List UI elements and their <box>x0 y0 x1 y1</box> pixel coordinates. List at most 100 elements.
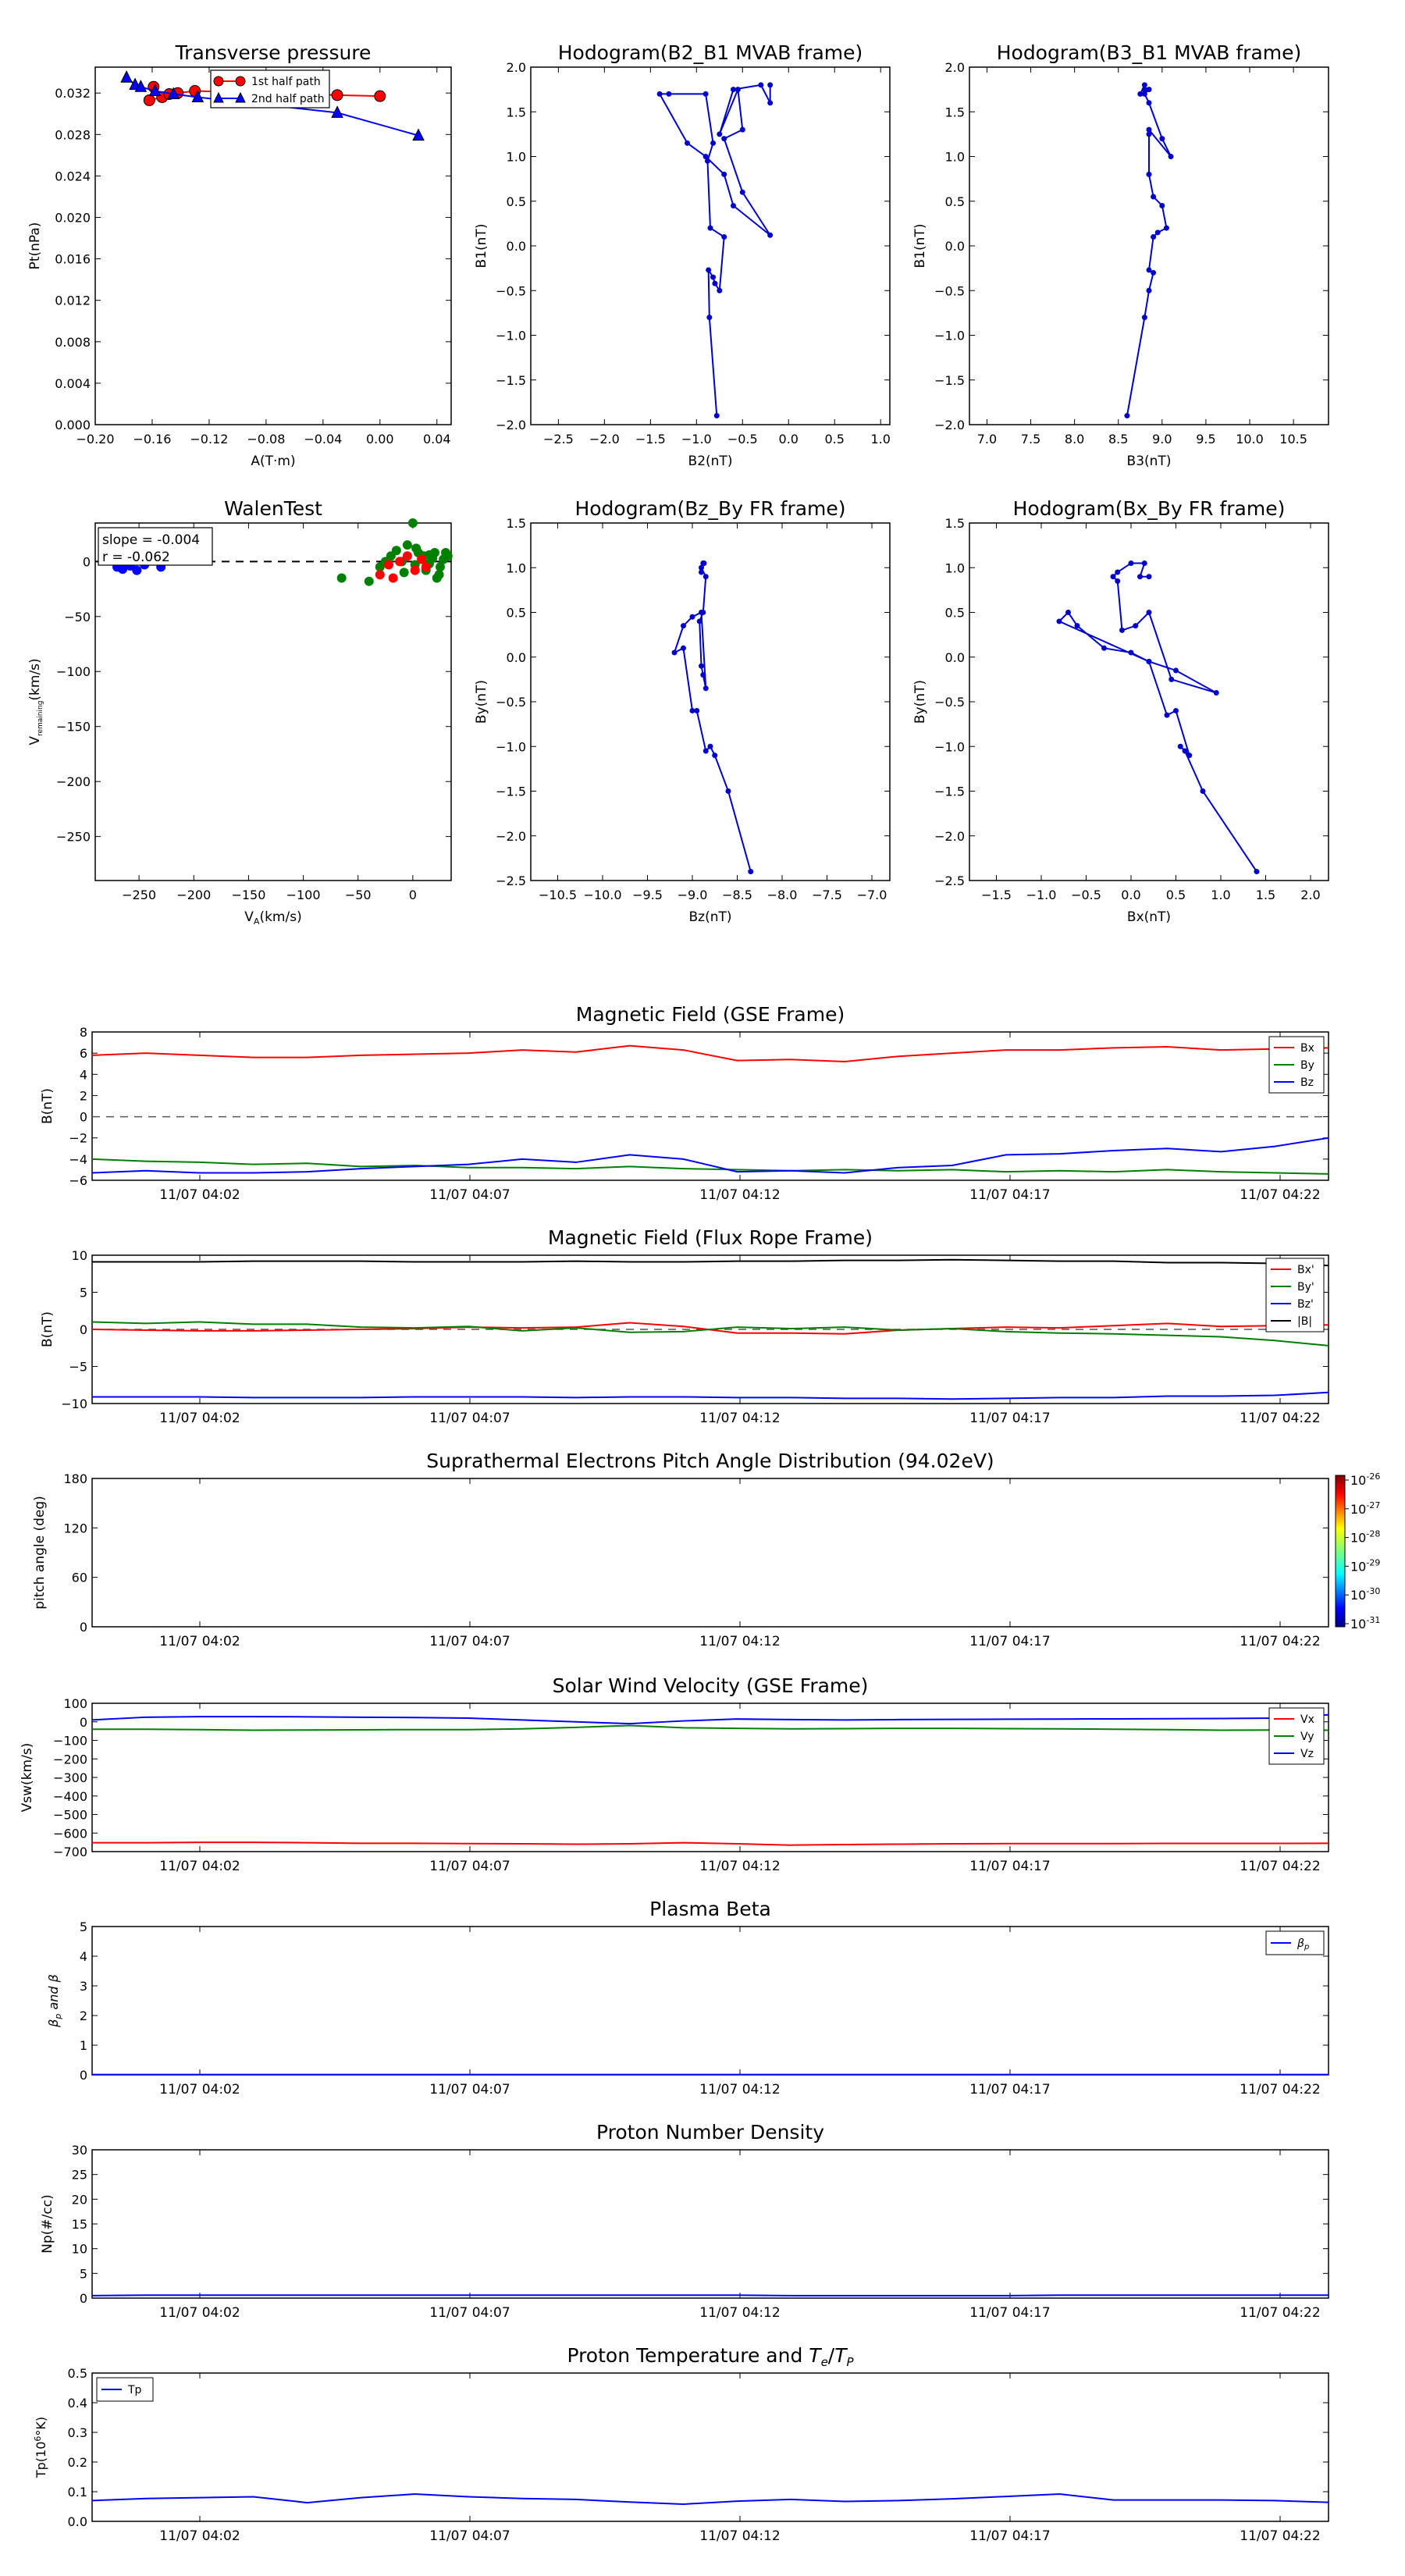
data-point <box>120 70 133 83</box>
legend-label: Bx <box>1300 1042 1314 1055</box>
chart-h4: Hodogram(Bx_By FR frame) −2.5 −2.0 −1.5 −1.0… <box>912 497 1329 925</box>
series-line-Vz <box>91 1713 1329 1725</box>
y-tick-label: 0.020 <box>55 210 91 225</box>
data-point <box>402 540 412 550</box>
data-point <box>700 560 706 567</box>
x-tick-label: 11/07 04:07 <box>429 2305 510 2321</box>
x-axis-label: Bz(nT) <box>688 909 731 925</box>
y-tick-label: −1.0 <box>496 329 526 343</box>
data-point <box>1146 100 1152 106</box>
data-point <box>331 89 343 101</box>
colorbar-tick-label: 10-27 <box>1350 1500 1380 1517</box>
x-tick-label: 1.0 <box>1211 888 1230 902</box>
data-point <box>712 753 718 759</box>
legend-label: Tp <box>127 2384 142 2396</box>
y-tick-label: 1.0 <box>507 150 526 165</box>
legend-box <box>210 69 330 109</box>
y-tick-label: −100 <box>56 664 91 679</box>
y-tick-label: 3 <box>80 1979 87 1994</box>
legend-label: 2nd half path <box>251 93 325 105</box>
y-axis-label: βp and β <box>46 1974 63 2028</box>
y-tick-label: −300 <box>53 1770 87 1785</box>
y-axis-label: B1(nT) <box>912 224 928 269</box>
data-point <box>134 80 148 92</box>
plot-frame <box>91 1478 1329 1628</box>
chart-mag_fr: Magnetic Field (Flux Rope Frame) −10 −5 0 5 1… <box>40 1226 1329 1426</box>
y-tick-label: 0.004 <box>55 376 91 391</box>
data-point <box>706 315 713 321</box>
y-tick-label: 5 <box>80 1286 87 1300</box>
colorbar-tick-label: 10-30 <box>1350 1586 1380 1603</box>
data-point <box>132 565 142 575</box>
data-point <box>725 788 731 794</box>
chart-title: WalenTest <box>224 497 322 520</box>
data-point <box>1146 126 1152 133</box>
y-tick-label: 0.1 <box>68 2485 87 2500</box>
y-tick-label: 25 <box>72 2168 87 2183</box>
x-tick-label: 11/07 04:07 <box>429 2082 510 2097</box>
data-point <box>336 573 347 583</box>
y-tick-label: 0 <box>80 1620 87 1635</box>
x-tick-label: 7.0 <box>977 432 997 447</box>
series-line-Bx <box>91 1044 1329 1063</box>
y-tick-label: −1.5 <box>496 785 526 799</box>
chart-title: Proton Number Density <box>596 2121 824 2144</box>
data-point <box>681 645 686 651</box>
x-tick-label: 11/07 04:02 <box>159 1411 240 1426</box>
data-point <box>767 100 774 106</box>
y-tick-label: −200 <box>56 774 91 789</box>
x-tick-label: −1.0 <box>1026 888 1057 902</box>
y-tick-label: 2 <box>80 2008 87 2023</box>
hodogram-path <box>1058 562 1257 873</box>
x-tick-label: −0.08 <box>247 432 285 447</box>
data-point <box>1173 707 1179 713</box>
y-tick-label: −2.5 <box>934 873 965 888</box>
data-point <box>1137 91 1144 97</box>
annotation-text: r = -0.062 <box>102 550 170 565</box>
x-tick-label: −200 <box>176 888 211 902</box>
y-axis-label: Vremaining(km/s) <box>27 658 44 745</box>
x-tick-label: 11/07 04:12 <box>699 2305 780 2321</box>
data-point <box>374 90 386 102</box>
data-point <box>1182 748 1188 754</box>
colorbar-tick-label: 10-26 <box>1350 1471 1380 1488</box>
data-point <box>1141 87 1147 93</box>
y-tick-label: 1.5 <box>945 516 965 531</box>
x-tick-label: 10.5 <box>1279 432 1307 447</box>
data-point <box>730 87 736 93</box>
data-point <box>167 87 180 100</box>
chart-vsw: Solar Wind Velocity (GSE Frame) −700 −600 −… <box>20 1674 1329 1874</box>
y-tick-label: 0.0 <box>507 239 526 254</box>
data-point <box>1146 287 1152 294</box>
y-tick-label: 0.5 <box>68 2366 87 2381</box>
chart-title: Magnetic Field (Flux Rope Frame) <box>548 1226 873 1249</box>
data-point <box>1200 788 1206 794</box>
chart-np: Proton Number Density 0 5 10 15 20 25 30 11/07 0… <box>40 2121 1329 2321</box>
data-point <box>1124 413 1130 419</box>
data-point <box>411 543 422 553</box>
x-tick-label: 11/07 04:17 <box>969 2528 1050 2544</box>
y-tick-label: 2.0 <box>507 60 526 75</box>
x-tick-label: −10.0 <box>583 888 621 902</box>
x-tick-label: 11/07 04:02 <box>159 2305 240 2321</box>
y-tick-label: −1.5 <box>934 785 965 799</box>
chart-title: Magnetic Field (GSE Frame) <box>576 1003 845 1026</box>
y-tick-label: 0.0 <box>945 239 965 254</box>
y-axis-label: B(nT) <box>40 1311 55 1347</box>
x-tick-label: −50 <box>345 888 372 902</box>
data-point <box>421 562 431 572</box>
data-point <box>702 685 709 692</box>
x-axis-label: Bx(nT) <box>1127 909 1171 925</box>
y-tick-label: 0.3 <box>68 2425 87 2440</box>
y-tick-label: 0.0 <box>68 2514 87 2529</box>
series-line-Tp <box>91 2493 1329 2505</box>
y-tick-label: −1.0 <box>934 739 965 754</box>
data-point <box>699 569 704 575</box>
data-point <box>364 576 374 586</box>
y-axis-label: By(nT) <box>474 680 489 724</box>
series-line-Bz' <box>92 1391 1329 1400</box>
data-point <box>191 90 205 102</box>
x-tick-label: 11/07 04:22 <box>1240 1411 1320 1426</box>
x-tick-label: 11/07 04:12 <box>699 1859 780 1874</box>
data-point <box>707 225 713 231</box>
